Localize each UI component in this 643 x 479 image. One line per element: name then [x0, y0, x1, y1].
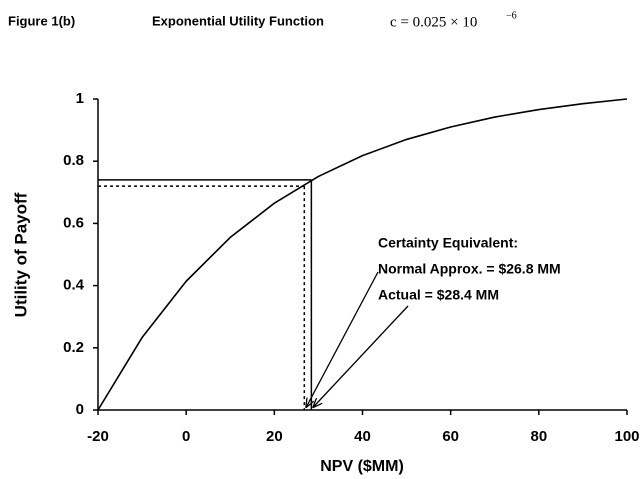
title-formula: c = 0.025 × 10 [390, 14, 477, 30]
x-tick-label: 20 [266, 428, 283, 445]
x-axis-label: NPV ($MM) [320, 458, 404, 475]
annotation-line: Normal Approx. = $26.8 MM [378, 261, 561, 277]
annotation-arrow [306, 271, 379, 407]
y-tick-label: 0 [76, 401, 84, 418]
x-tick-label: 100 [614, 428, 639, 445]
x-tick-label: 40 [354, 428, 371, 445]
y-tick-label: 0.2 [63, 339, 84, 356]
y-tick-label: 0.6 [63, 214, 84, 231]
y-tick-label: 1 [76, 90, 84, 107]
y-axis-label: Utility of Payoff [11, 192, 30, 317]
title-formula-exponent: −6 [506, 10, 517, 21]
x-tick-label: -20 [87, 428, 109, 445]
x-tick-label: 80 [530, 428, 547, 445]
x-tick-label: 0 [182, 428, 190, 445]
annotation-arrow [313, 305, 409, 407]
annotation-heading: Certainty Equivalent: [378, 235, 518, 251]
chart-title: Exponential Utility Function [152, 13, 324, 28]
annotation-line: Actual = $28.4 MM [378, 287, 499, 303]
figure-label: Figure 1(b) [8, 13, 75, 28]
utility-curve [97, 98, 628, 411]
y-tick-label: 0.8 [63, 152, 84, 169]
x-tick-label: 60 [442, 428, 459, 445]
y-tick-label: 0.4 [63, 277, 85, 294]
